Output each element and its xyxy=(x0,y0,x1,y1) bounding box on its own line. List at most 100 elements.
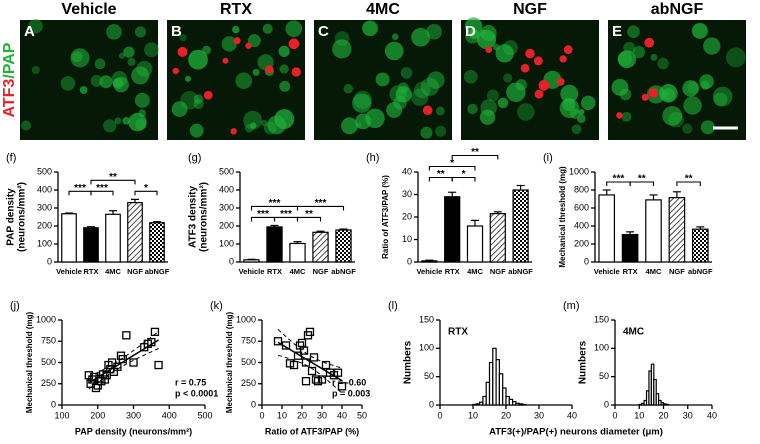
y-tick-label: 250 xyxy=(41,378,56,388)
x-tick-label: abNGF xyxy=(688,267,713,276)
point xyxy=(90,372,99,382)
x-tick-label: Vehicle xyxy=(239,267,265,276)
atf3-cell xyxy=(556,77,565,86)
x-tick-label: 4MC xyxy=(467,267,483,276)
x-tick-label: 40 xyxy=(567,410,577,420)
cell xyxy=(60,76,76,91)
cell xyxy=(479,109,496,125)
x-tick-label: RTX xyxy=(623,267,638,276)
atf3-cell xyxy=(525,48,535,59)
x-tick-label: NGF xyxy=(127,267,143,276)
panel-title: Vehicle xyxy=(61,1,116,18)
y-tick-label: 750 xyxy=(41,336,56,346)
histogram-bar xyxy=(665,403,669,406)
y-axis-label: Numbers xyxy=(578,340,589,384)
significance-label: *** xyxy=(315,198,327,209)
cell xyxy=(400,67,413,79)
x-tick-label: 4MC xyxy=(646,267,662,276)
point xyxy=(333,368,343,377)
cell xyxy=(611,78,629,96)
cell xyxy=(375,72,390,87)
significance-bracket xyxy=(629,181,655,186)
significance-label: ** xyxy=(685,174,693,185)
cell xyxy=(464,17,483,36)
x-tick-label: 200 xyxy=(90,410,105,420)
point xyxy=(299,346,309,355)
cell xyxy=(580,95,596,111)
y-tick-label: 800 xyxy=(574,184,589,194)
y-tick-label: 0 xyxy=(51,399,56,409)
y-tick-label: 100 xyxy=(594,343,609,353)
cell xyxy=(682,80,699,97)
cell xyxy=(632,46,646,59)
cell xyxy=(90,75,103,87)
cell xyxy=(171,101,188,118)
y-tick-label: 200 xyxy=(574,238,589,248)
cell xyxy=(503,73,513,83)
cell xyxy=(435,125,447,137)
panel-title: 4MC xyxy=(366,1,400,18)
atf3-cell xyxy=(230,128,237,135)
panel-title: abNGF xyxy=(651,1,704,18)
y-tick-label: 30 xyxy=(402,189,412,199)
x-tick-label: 20 xyxy=(501,410,511,420)
bar xyxy=(691,228,709,263)
cell xyxy=(725,47,746,68)
x-tick-label: 0 xyxy=(259,410,264,420)
cell xyxy=(497,97,509,109)
x-tick-label: 50 xyxy=(357,410,367,420)
y-axis-label: Ratio of ATF3/PAP (%) xyxy=(381,175,390,259)
confidence-band xyxy=(277,329,343,369)
cell xyxy=(362,20,378,37)
y-tick-label: 100 xyxy=(419,343,434,353)
cell xyxy=(279,64,289,74)
point xyxy=(317,375,327,384)
cell xyxy=(515,79,528,91)
significance-bracket xyxy=(451,176,476,182)
significance-bracket xyxy=(428,165,476,171)
significance-label: ** xyxy=(437,169,445,180)
histogram-bar xyxy=(653,378,657,406)
bar xyxy=(127,202,143,263)
y-tick-label: 200 xyxy=(37,220,52,230)
cell xyxy=(128,112,147,132)
y-tick-label: 50 xyxy=(599,371,609,381)
cell xyxy=(189,123,204,138)
cell xyxy=(184,75,191,82)
atf3-cell xyxy=(233,37,241,45)
y-axis-label: Numbers xyxy=(403,340,414,384)
y-tick-label: 10 xyxy=(402,234,412,244)
y-tick-label: 0 xyxy=(429,399,434,409)
x-tick-label: 30 xyxy=(534,410,544,420)
bar xyxy=(61,213,77,263)
cell xyxy=(560,84,579,103)
significance-label: *** xyxy=(96,183,108,194)
point xyxy=(305,327,315,337)
cell xyxy=(687,81,700,94)
cell xyxy=(94,58,106,70)
point xyxy=(309,353,319,362)
cell xyxy=(179,34,187,42)
confidence-band xyxy=(88,348,159,390)
y-tick-label: 0 xyxy=(407,256,412,266)
cell xyxy=(267,115,287,135)
y-tick-label: 0 xyxy=(229,256,234,266)
y-tick-label: 600 xyxy=(574,202,589,212)
cell xyxy=(252,68,260,76)
x-tick-label: 10 xyxy=(277,410,287,420)
cell xyxy=(111,71,128,87)
cell xyxy=(427,71,445,89)
cell xyxy=(703,37,721,55)
x-tick-label: RTX xyxy=(445,267,460,276)
cell xyxy=(114,117,122,125)
panel-title: RTX xyxy=(220,1,252,18)
x-tick-label: 4MC xyxy=(290,267,306,276)
cell xyxy=(193,94,204,104)
atf3-cell xyxy=(648,88,659,98)
cell xyxy=(188,49,208,70)
atf3-cell xyxy=(563,45,573,54)
point xyxy=(122,331,131,340)
x-tick-label: NGF xyxy=(669,267,685,276)
cell xyxy=(332,39,352,59)
atf3-cell xyxy=(538,80,550,91)
